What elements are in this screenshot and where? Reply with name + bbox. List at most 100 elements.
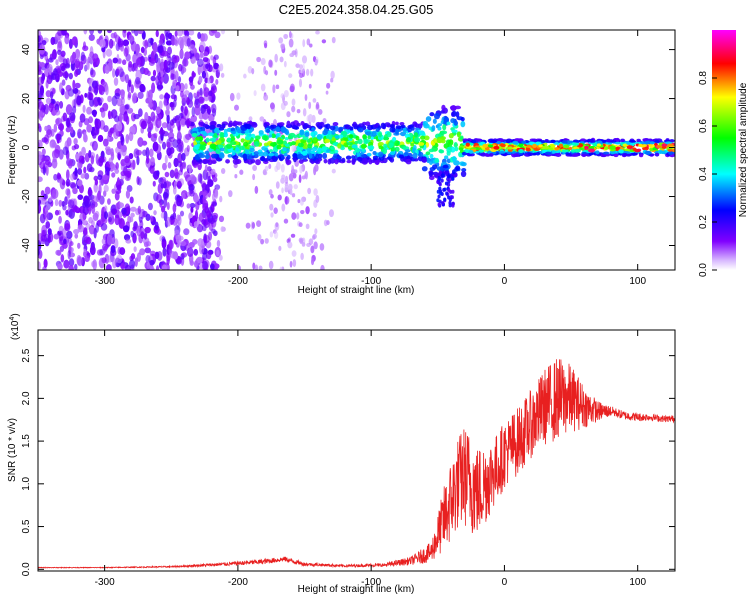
spectrogram-cell	[274, 152, 279, 157]
spectrogram-cell	[213, 230, 218, 237]
spectrogram-cell	[208, 94, 212, 102]
spectrogram-cell	[289, 52, 295, 58]
spectrogram-cell	[62, 70, 68, 77]
spectrogram-cell	[74, 69, 79, 77]
spectrogram-cell	[368, 145, 375, 150]
spectrogram-cell	[184, 83, 188, 90]
spectrogram-cell	[291, 164, 295, 173]
spectrogram-cell	[38, 261, 41, 270]
spectrogram-cell	[389, 151, 396, 156]
spectrogram-cell	[508, 146, 513, 150]
spectrogram-cell	[55, 59, 59, 66]
spectrogram-x-tick-label: 0	[502, 276, 508, 287]
spectrogram-cell	[234, 159, 242, 165]
spectrogram-cell	[122, 225, 130, 233]
spectrogram-cell	[247, 124, 251, 130]
spectrogram-cell	[274, 165, 279, 173]
spectrogram-cell	[58, 230, 64, 242]
spectrogram-cell	[149, 148, 154, 158]
spectrogram-cell	[189, 190, 195, 197]
spectrogram-cell	[142, 237, 150, 245]
spectrogram-cell	[667, 143, 674, 147]
spectrogram-cell	[100, 223, 108, 231]
spectrogram-cell	[220, 72, 225, 78]
snr-x-ticks: -300 -200 -100 0 100	[95, 330, 646, 588]
spectrogram-cell	[204, 164, 208, 174]
spectrogram-cell	[191, 57, 197, 64]
spectrogram-cell	[418, 142, 425, 146]
spectrogram-cell	[164, 93, 171, 100]
spectrogram-cell	[109, 163, 115, 169]
spectrogram-cell	[166, 255, 170, 266]
spectrogram-cell	[168, 136, 175, 142]
spectrogram-cell	[164, 171, 170, 178]
spectrogram-cell	[77, 194, 84, 200]
spectrogram-cell	[499, 143, 506, 148]
spectrogram-cell	[300, 209, 305, 215]
spectrogram-cell	[77, 128, 83, 139]
spectrogram-cell	[162, 247, 167, 257]
spectrogram-cell	[83, 131, 87, 141]
spectrogram-cell	[584, 145, 589, 150]
spectrogram-cell	[609, 145, 616, 150]
spectrogram-cell	[455, 165, 461, 171]
spectrogram-cell	[55, 117, 63, 127]
spectrogram-cell	[275, 181, 280, 189]
spectrogram-cell	[415, 123, 420, 128]
spectrogram-cell	[66, 230, 73, 240]
spectrogram-cell	[202, 158, 209, 165]
spectrogram-cell	[626, 145, 633, 149]
spectrogram-cell	[139, 248, 146, 256]
spectrogram-cell	[254, 135, 261, 140]
spectrogram-cell	[260, 238, 265, 245]
spectrogram-cell	[125, 189, 131, 199]
spectrogram-cell	[102, 102, 109, 112]
colorbar-ticks: 0.0 0.2 0.4 0.6 0.8	[698, 71, 717, 277]
spectrogram-cell	[137, 177, 142, 186]
spectrogram-cell	[275, 84, 280, 90]
spectrogram-x-tick-label: -100	[361, 276, 381, 287]
spectrogram-cell	[460, 120, 466, 128]
spectrogram-cell	[127, 91, 132, 99]
spectrogram-cell	[410, 143, 415, 147]
spectrogram-cell	[201, 70, 207, 79]
spectrogram-cell	[45, 164, 49, 176]
spectrogram-cell	[198, 121, 204, 126]
spectrogram-cell	[322, 117, 327, 124]
spectrogram-cell	[38, 90, 42, 102]
spectrogram-cell	[306, 38, 311, 46]
spectrogram-cell	[181, 252, 188, 258]
spectrogram-cell	[190, 206, 194, 213]
spectrogram-cell	[92, 53, 99, 63]
spectrogram-cell	[199, 40, 206, 52]
spectrogram-cell	[630, 152, 637, 156]
spectrogram-cell	[74, 233, 79, 239]
spectrogram-cell	[38, 110, 44, 122]
spectrogram-cell	[535, 151, 541, 156]
spectrogram-cell	[428, 148, 435, 153]
spectrogram-cell	[169, 101, 175, 108]
spectrogram-cell	[460, 116, 465, 122]
spectrogram-cell	[312, 98, 317, 103]
spectrogram-cell	[325, 90, 329, 95]
spectrogram-cell	[179, 82, 185, 93]
spectrogram-cell	[73, 143, 80, 150]
spectrogram-cell	[299, 165, 303, 174]
spectrogram-cell	[253, 151, 259, 156]
spectrogram-cell	[390, 124, 395, 128]
spectrogram-cell	[211, 168, 216, 176]
snr-x-tick-label: 100	[629, 577, 646, 588]
spectrogram-cell	[155, 265, 160, 270]
spectrogram-cell	[119, 149, 124, 155]
spectrogram-cell	[70, 173, 75, 181]
spectrogram-cell	[351, 158, 356, 164]
spectrogram-cell	[193, 140, 197, 147]
spectrogram-cell	[59, 82, 63, 93]
spectrogram-cell	[392, 136, 397, 142]
spectrogram-cell	[299, 129, 305, 136]
spectrogram-cell	[179, 48, 184, 60]
spectrogram-cell	[196, 58, 204, 68]
spectrogram-cell	[82, 45, 89, 52]
spectrogram-cell	[116, 177, 121, 187]
spectrogram-cell	[127, 63, 133, 72]
